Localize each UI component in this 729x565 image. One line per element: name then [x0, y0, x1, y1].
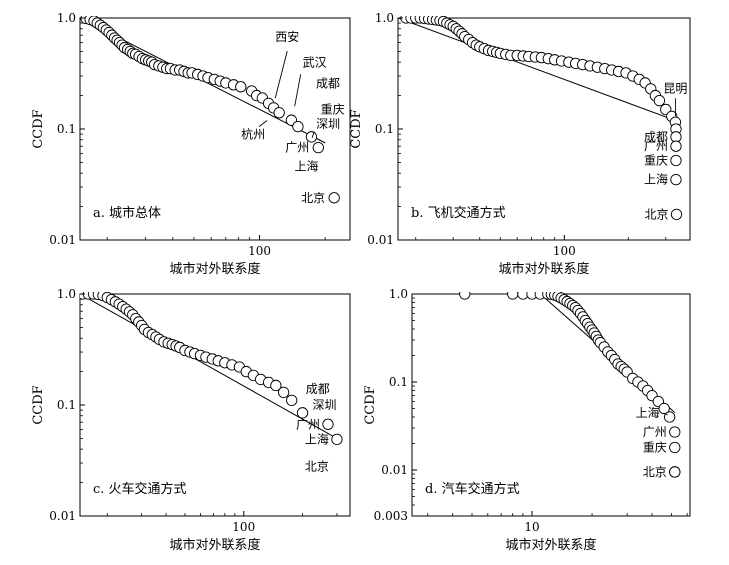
- x-tick-label: 100: [248, 244, 271, 258]
- city-annotation: 广州: [643, 425, 667, 439]
- data-point: [331, 433, 343, 446]
- city-annotation: 广州: [285, 141, 309, 155]
- annotation-leader: [274, 50, 288, 99]
- marks: [80, 292, 343, 446]
- y-tick-label: 0.1: [57, 398, 76, 412]
- data-point: [670, 154, 682, 167]
- annotation-leader: [663, 412, 668, 416]
- data-point: [663, 411, 676, 423]
- y-tick-label: 0.01: [367, 233, 394, 247]
- y-tick-label: 1.0: [57, 11, 76, 25]
- city-annotation: 深圳: [313, 398, 337, 412]
- city-annotation: 杭州: [241, 127, 265, 142]
- city-annotation: 上海: [294, 158, 318, 173]
- city-annotation: 北京: [301, 191, 325, 205]
- marks: [459, 292, 681, 478]
- city-annotation: 北京: [643, 465, 667, 479]
- panel-d: 0.003 0.01 0.1 1.0 10 城市对外联系度 CCDF d. 汽车交通方式 上海广…: [363, 287, 691, 553]
- y-tick-label: 0.003: [374, 509, 408, 523]
- data-point: [669, 441, 681, 454]
- panel-c: 0.01 0.1 1.0 100 城市对外联系度 CCDF c. 火车交通方式 成都深圳广州上…: [31, 287, 351, 553]
- marks: [398, 16, 683, 221]
- data-point: [312, 141, 324, 154]
- data-point: [273, 107, 285, 119]
- x-axis-title: 城市对外联系度: [169, 537, 260, 553]
- panel-b: 0.01 0.1 1.0 100 城市对外联系度 CCDF b. 飞机交通方式 昆明成都广州重…: [349, 11, 691, 277]
- x-tick-label: 10: [524, 520, 539, 534]
- city-annotation: 上海: [644, 172, 668, 187]
- panel-a: 0.01 0.1 1.0 100 城市对外联系度 CCDF a. 城市总体 西安武汉成都重庆深…: [31, 11, 351, 277]
- data-point: [277, 386, 290, 399]
- annotation-leader: [258, 120, 268, 127]
- data-point: [507, 292, 519, 300]
- data-point: [235, 81, 247, 93]
- y-tick-label: 1.0: [375, 11, 394, 25]
- panel-title: c. 火车交通方式: [93, 481, 187, 497]
- city-annotation: 成都: [316, 77, 340, 91]
- fit-line: [80, 293, 338, 439]
- city-annotation: 上海: [636, 405, 660, 420]
- data-point: [653, 95, 666, 107]
- annotation-leader: [311, 131, 315, 138]
- city-annotation: 西安: [275, 29, 299, 44]
- data-point: [459, 292, 471, 300]
- city-annotation: 成都: [306, 382, 330, 396]
- y-axis-title: CCDF: [31, 109, 46, 148]
- city-annotation: 上海: [305, 431, 329, 446]
- data-point: [670, 173, 682, 186]
- y-axis-title: CCDF: [349, 109, 364, 148]
- data-point: [292, 120, 304, 133]
- city-annotation: 武汉: [303, 55, 327, 69]
- city-annotation: 昆明: [663, 81, 687, 95]
- panel-title: a. 城市总体: [93, 205, 161, 221]
- y-tick-label: 0.01: [49, 509, 76, 523]
- data-point: [670, 208, 683, 221]
- data-point: [270, 379, 282, 392]
- city-annotation: 北京: [644, 207, 668, 221]
- city-annotation: 广州: [644, 139, 668, 153]
- city-annotation: 北京: [305, 459, 329, 473]
- x-axis-title: 城市对外联系度: [169, 261, 260, 277]
- city-annotation: 深圳: [316, 117, 340, 131]
- panel-title: d. 汽车交通方式: [425, 481, 520, 497]
- x-tick-label: 100: [553, 244, 576, 258]
- y-tick-label: 0.1: [57, 122, 76, 136]
- data-point: [296, 407, 309, 419]
- x-tick-label: 100: [232, 520, 255, 534]
- city-annotation: 成都: [644, 130, 668, 144]
- data-point: [286, 394, 298, 407]
- data-point: [670, 140, 682, 152]
- marks: [80, 16, 340, 204]
- y-tick-label: 0.01: [49, 233, 76, 247]
- fit-line: [398, 17, 675, 121]
- y-axis-title: CCDF: [31, 385, 46, 424]
- y-tick-label: 0.1: [375, 122, 394, 136]
- y-tick-label: 0.01: [381, 463, 408, 477]
- city-annotation: 重庆: [643, 441, 667, 455]
- data-point: [305, 131, 318, 143]
- data-point: [669, 426, 681, 438]
- city-annotation: 广州: [296, 417, 320, 431]
- city-annotation: 重庆: [321, 102, 345, 116]
- y-tick-label: 1.0: [57, 287, 76, 301]
- x-axis-title: 城市对外联系度: [505, 537, 596, 553]
- panel-title: b. 飞机交通方式: [411, 205, 506, 221]
- data-point: [328, 192, 340, 204]
- y-tick-label: 0.1: [389, 375, 408, 389]
- y-axis-title: CCDF: [363, 385, 378, 424]
- x-axis-title: 城市对外联系度: [498, 261, 589, 277]
- data-point: [322, 418, 334, 430]
- annotation-leader: [294, 74, 302, 107]
- y-tick-label: 1.0: [389, 287, 408, 301]
- data-point: [670, 131, 682, 143]
- data-point: [669, 466, 681, 478]
- city-annotation: 重庆: [644, 154, 668, 168]
